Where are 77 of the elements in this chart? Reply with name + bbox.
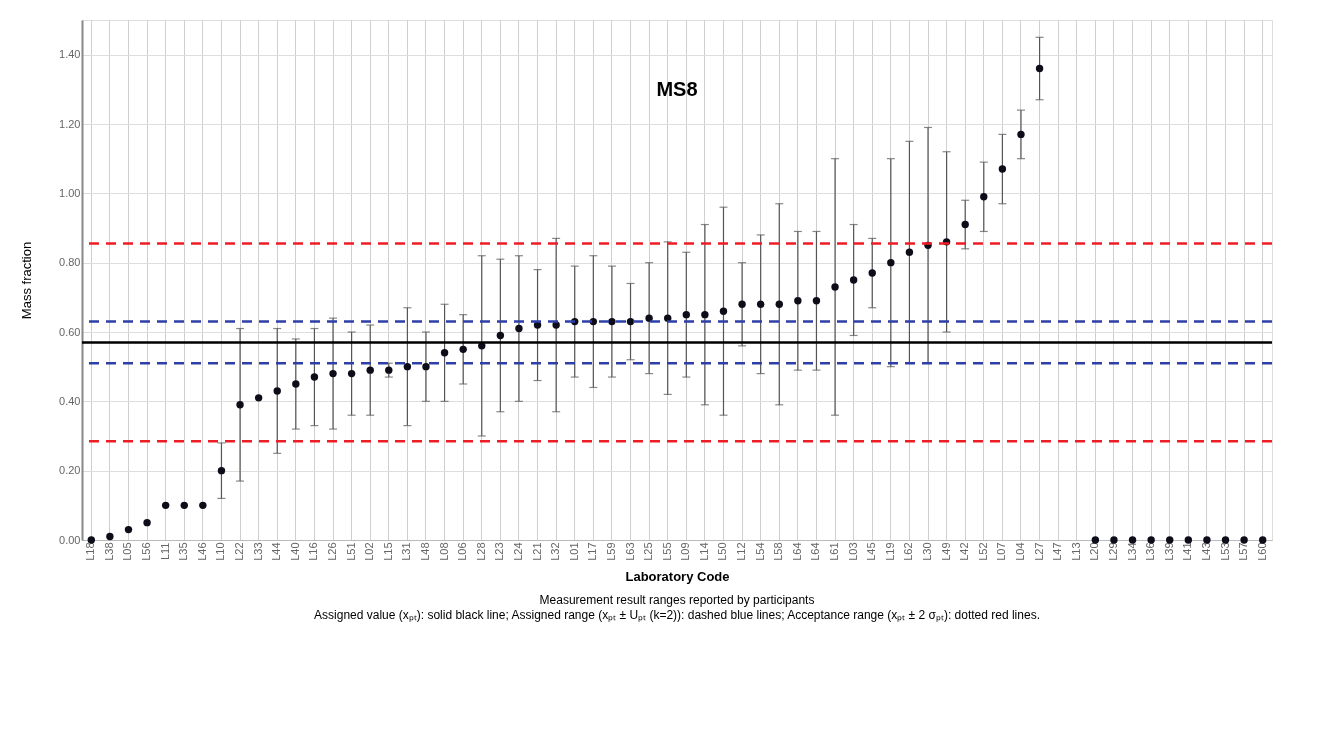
x-tick-label: L61 bbox=[828, 542, 841, 561]
x-tick-label: L45 bbox=[865, 542, 878, 561]
x-tick-label: L56 bbox=[140, 542, 153, 561]
x-tick-label: L55 bbox=[660, 542, 673, 561]
x-tick-label: L12 bbox=[735, 542, 748, 561]
y-tick-label: 0.20 bbox=[59, 464, 81, 477]
x-tick-label: L41 bbox=[1181, 542, 1194, 561]
y-tick-label: 0.60 bbox=[59, 325, 81, 338]
x-tick-label: L64 bbox=[809, 542, 822, 561]
x-tick-label: L18 bbox=[84, 542, 97, 561]
x-tick-label: L01 bbox=[567, 542, 580, 561]
x-tick-label: L43 bbox=[1199, 542, 1212, 561]
text: MS8 bbox=[656, 78, 698, 100]
x-tick-label: L47 bbox=[1051, 542, 1064, 561]
y-tick-label: 0.00 bbox=[59, 533, 81, 546]
x-tick-label: L58 bbox=[772, 542, 785, 561]
text: Measurement result ranges reported by participants bbox=[539, 593, 815, 608]
x-tick-label: L36 bbox=[1144, 542, 1157, 561]
y-tick-label: 0.40 bbox=[59, 394, 81, 407]
x-tick-label: L13 bbox=[1069, 542, 1082, 561]
x-tick-label: L52 bbox=[976, 542, 989, 561]
x-tick-label: L39 bbox=[1162, 542, 1175, 561]
x-tick-label: L49 bbox=[939, 542, 952, 561]
x-tick-label: L19 bbox=[883, 542, 896, 561]
x-tick-label: L53 bbox=[1218, 542, 1231, 561]
x-tick-label: L54 bbox=[753, 542, 766, 561]
x-tick-label: L04 bbox=[1013, 542, 1026, 561]
x-tick-label: L32 bbox=[549, 542, 562, 561]
x-tick-label: L35 bbox=[177, 542, 190, 561]
x-tick-label: L48 bbox=[418, 542, 431, 561]
x-tick-label: L16 bbox=[307, 542, 320, 561]
x-tick-label: L44 bbox=[270, 542, 283, 561]
x-axis-title: Laboratory Code bbox=[625, 568, 730, 584]
x-tick-label: L63 bbox=[623, 542, 636, 561]
x-tick-label: L42 bbox=[958, 542, 971, 561]
x-tick-label: L09 bbox=[679, 542, 692, 561]
x-tick-label: L05 bbox=[121, 542, 134, 561]
x-tick-label: L59 bbox=[604, 542, 617, 561]
x-tick-label: L17 bbox=[586, 542, 599, 561]
x-tick-label: L14 bbox=[697, 542, 710, 561]
y-tick-label: 1.00 bbox=[59, 186, 81, 199]
x-tick-label: L15 bbox=[381, 542, 394, 561]
x-tick-label: L38 bbox=[102, 542, 115, 561]
x-tick-label: L34 bbox=[1125, 542, 1138, 561]
y-tick-label: 1.40 bbox=[59, 48, 81, 61]
x-tick-label: L20 bbox=[1088, 542, 1101, 561]
x-tick-label: L23 bbox=[493, 542, 506, 561]
x-tick-label: L24 bbox=[511, 542, 524, 561]
x-tick-label: L10 bbox=[214, 542, 227, 561]
x-tick-label: L06 bbox=[456, 542, 469, 561]
x-tick-label: L03 bbox=[846, 542, 859, 561]
x-tick-label: L62 bbox=[902, 542, 915, 561]
x-tick-label: L29 bbox=[1106, 542, 1119, 561]
x-tick-label: L02 bbox=[363, 542, 376, 561]
x-tick-label: L57 bbox=[1237, 542, 1250, 561]
x-tick-label: L60 bbox=[1255, 542, 1268, 561]
x-tick-label: L51 bbox=[344, 542, 357, 561]
x-tick-label: L07 bbox=[995, 542, 1008, 561]
x-tick-label: L46 bbox=[195, 542, 208, 561]
x-tick-label: L30 bbox=[921, 542, 934, 561]
x-tick-label: L25 bbox=[642, 542, 655, 561]
x-tick-label: L21 bbox=[530, 542, 543, 561]
x-tick-label: L64 bbox=[790, 542, 803, 561]
y-tick-label: 1.20 bbox=[59, 117, 81, 130]
x-tick-label: L31 bbox=[400, 542, 413, 561]
y-axis-title: Mass fraction bbox=[19, 241, 35, 320]
x-tick-label: L08 bbox=[437, 542, 450, 561]
x-tick-label: L22 bbox=[233, 542, 246, 561]
text: Assigned value (xₚₜ): solid black line; Assigned range (xₚₜ ± Uₚₜ (k=2)): dashed blue lines; Acceptance range (xₚₜ ± 2 σₚₜ): dotted red lines. bbox=[314, 608, 1040, 623]
x-tick-label: L33 bbox=[251, 542, 264, 561]
x-tick-label: L26 bbox=[326, 542, 339, 561]
x-tick-label: L50 bbox=[716, 542, 729, 561]
x-tick-label: L11 bbox=[158, 542, 171, 561]
x-tick-label: L28 bbox=[474, 542, 487, 561]
x-tick-label: L40 bbox=[288, 542, 301, 561]
x-tick-label: L27 bbox=[1032, 542, 1045, 561]
y-tick-label: 0.80 bbox=[59, 256, 81, 269]
